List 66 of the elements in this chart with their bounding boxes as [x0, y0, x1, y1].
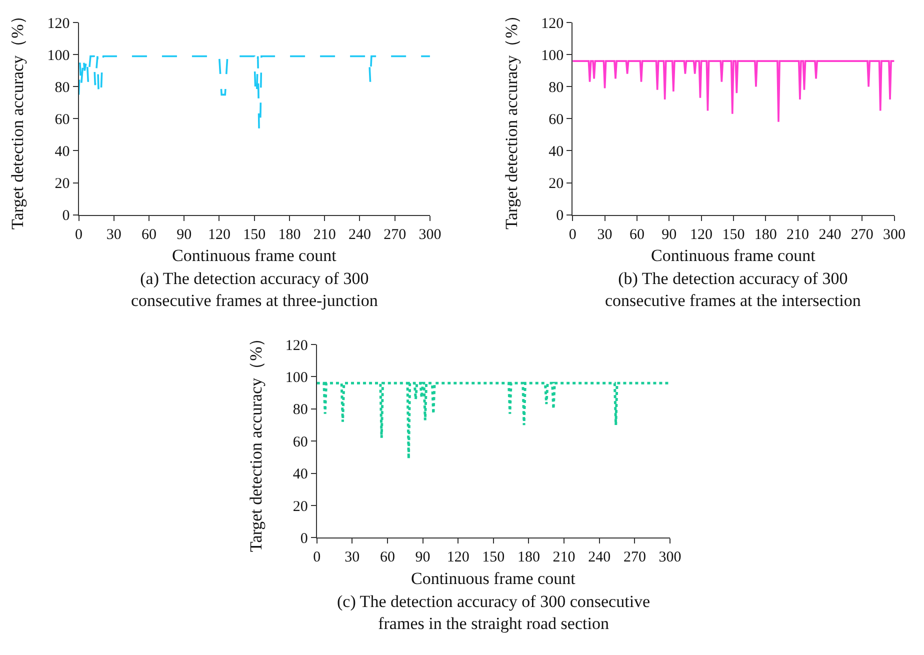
x-tick-label: 240 — [588, 550, 611, 566]
y-tick-label: 20 — [54, 176, 70, 192]
x-tick-label: 30 — [106, 226, 122, 243]
x-tick-label: 240 — [818, 226, 842, 243]
y-tick-label: 40 — [292, 466, 308, 483]
x-tick-label: 210 — [552, 550, 576, 566]
y-tick-label: 0 — [62, 208, 70, 224]
y-tick-label: 0 — [556, 208, 564, 224]
x-tick-label: 0 — [313, 550, 321, 566]
y-tick-label: 120 — [285, 338, 308, 354]
line-series — [572, 60, 894, 123]
x-tick-label: 210 — [786, 226, 810, 243]
x-tick-label: 120 — [446, 550, 470, 566]
text: (b) The detection accuracy of 300 consecutive frames at the intersection — [605, 269, 862, 310]
text: (c) The detection accuracy of 300 consecutive frames in the straight road section — [337, 592, 650, 634]
y-tick-label: 60 — [54, 112, 70, 128]
x-axis-title: Continuous frame count — [651, 246, 816, 265]
y-tick-label: 80 — [54, 80, 70, 96]
y-tick-label: 80 — [548, 80, 564, 96]
x-tick-label: 30 — [344, 550, 360, 566]
x-tick-label: 270 — [850, 226, 874, 243]
x-tick-label: 300 — [883, 226, 906, 243]
x-tick-label: 0 — [75, 226, 83, 243]
x-tick-label: 300 — [658, 550, 682, 566]
x-tick-label: 150 — [243, 226, 266, 243]
y-tick-label: 80 — [292, 402, 308, 418]
y-tick-label: 100 — [47, 48, 70, 64]
y-axis-title: Target detection accuracy（%） — [246, 330, 266, 552]
x-tick-label: 270 — [623, 550, 646, 566]
x-tick-label: 30 — [597, 226, 612, 243]
x-tick-label: 120 — [690, 226, 713, 243]
x-tick-label: 180 — [278, 226, 301, 243]
x-tick-label: 300 — [418, 226, 442, 243]
x-tick-label: 60 — [380, 550, 395, 566]
y-tick-label: 40 — [54, 144, 70, 160]
y-tick-label: 60 — [548, 112, 564, 128]
y-tick-label: 100 — [541, 48, 564, 64]
x-tick-label: 150 — [482, 550, 505, 566]
line-series — [78, 55, 430, 131]
x-tick-label: 0 — [568, 226, 576, 243]
line-series — [316, 382, 670, 460]
y-tick-label: 60 — [292, 434, 308, 450]
y-axis-title: Target detection accuracy（%） — [502, 7, 521, 230]
y-tick-label: 20 — [548, 176, 564, 192]
x-tick-label: 270 — [384, 226, 406, 243]
x-tick-label: 90 — [662, 226, 677, 243]
x-axis-title: Continuous frame count — [411, 569, 576, 588]
y-tick-label: 0 — [300, 530, 308, 547]
y-tick-label: 120 — [541, 16, 564, 32]
x-tick-label: 240 — [348, 226, 371, 243]
y-tick-label: 120 — [47, 16, 70, 32]
x-tick-label: 120 — [208, 226, 230, 243]
y-tick-label: 100 — [285, 370, 308, 386]
x-tick-label: 90 — [176, 226, 192, 243]
x-tick-label: 60 — [629, 226, 644, 243]
y-tick-label: 20 — [292, 498, 308, 515]
y-axis-title: Target detection accuracy（%） — [8, 7, 28, 230]
x-tick-label: 90 — [415, 550, 430, 566]
x-tick-label: 180 — [754, 226, 777, 243]
x-tick-label: 150 — [722, 226, 745, 243]
x-axis-title: Continuous frame count — [172, 246, 337, 265]
x-tick-label: 180 — [517, 550, 540, 566]
text: (a) The detection accuracy of 300 consecutive frames at three-junction — [131, 269, 378, 310]
x-tick-label: 60 — [142, 226, 157, 243]
y-tick-label: 40 — [548, 144, 564, 160]
x-tick-label: 210 — [313, 226, 336, 243]
